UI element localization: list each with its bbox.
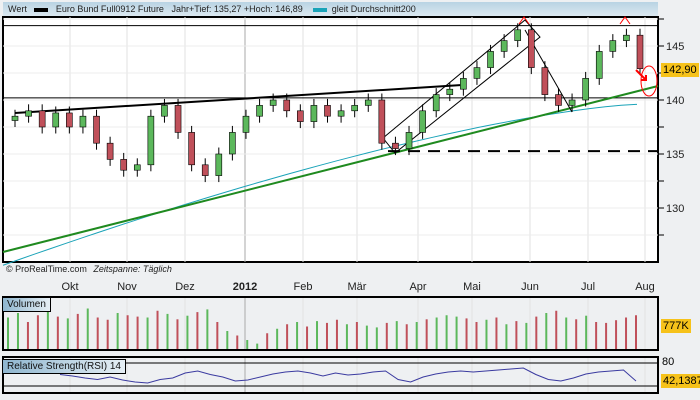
y-tick-label: 130 <box>666 203 684 215</box>
x-tick-label: Mai <box>463 281 481 293</box>
candle <box>93 115 100 144</box>
candle <box>636 34 644 69</box>
rsi-title: Relative Strength(RSI) 14 <box>2 359 126 374</box>
candle <box>269 99 277 106</box>
candle <box>595 51 603 79</box>
candle <box>582 78 589 101</box>
candle <box>609 40 617 52</box>
candle <box>473 67 481 79</box>
header-label: Wert <box>8 4 27 14</box>
candle <box>25 110 32 117</box>
resistance-line <box>14 84 463 114</box>
candle <box>528 29 535 68</box>
candle <box>38 110 46 128</box>
candle <box>351 105 358 112</box>
candle <box>229 132 236 155</box>
x-tick-label: Apr <box>409 281 426 293</box>
candle <box>147 115 155 166</box>
x-tick-label: Feb <box>294 281 313 293</box>
x-tick-label: Nov <box>117 281 137 293</box>
candle <box>201 164 209 176</box>
y-tick-label: 145 <box>666 41 684 53</box>
candle <box>324 105 331 117</box>
volume-title: Volumen <box>2 297 51 312</box>
instrument-name: Euro Bund Full0912 Future <box>55 4 164 14</box>
ma-swatch <box>313 7 328 12</box>
candle <box>487 51 494 68</box>
candle <box>188 132 195 166</box>
candle <box>106 142 114 160</box>
x-tick-label: Mär <box>348 281 367 293</box>
candle <box>623 34 630 41</box>
candle <box>337 110 345 117</box>
candle <box>11 115 19 121</box>
candle <box>405 132 413 149</box>
source-credit: © ProRealTime.com <box>6 264 87 274</box>
chart-header: Wert Euro Bund Full0912 Future Jahr+Tief… <box>3 2 658 16</box>
candle <box>419 110 426 133</box>
x-tick-label: Okt <box>61 281 78 293</box>
x-tick-label: Aug <box>635 281 655 293</box>
candle <box>460 78 467 90</box>
candle <box>242 115 250 133</box>
candle <box>174 105 182 133</box>
candle <box>133 164 141 171</box>
candle <box>161 105 168 117</box>
year-stats: Jahr+Tief: 135,27 +Hoch: 146,89 <box>171 4 303 14</box>
candle <box>66 112 73 128</box>
x-tick-label: Dez <box>175 281 195 293</box>
footer: © ProRealTime.com Zeitspanne: Täglich <box>6 264 172 274</box>
rsi-last-tag: 42,1387 <box>661 374 700 388</box>
rsi-line <box>59 367 637 384</box>
x-tick-label: Jun <box>521 281 539 293</box>
volume-last-tag: 777K <box>661 319 691 333</box>
candle <box>432 94 440 112</box>
arrow-icon <box>635 69 647 81</box>
candle <box>297 110 304 122</box>
last-price-tag: 142,90 <box>661 63 699 77</box>
x-tick-label: Jul <box>581 281 595 293</box>
candle <box>392 142 399 149</box>
period-label: Zeitspanne: Täglich <box>93 264 172 274</box>
volume-panel <box>2 296 659 351</box>
peak-marker <box>518 16 530 25</box>
candle <box>514 29 522 41</box>
candle <box>364 99 372 106</box>
candle <box>555 94 562 106</box>
candle <box>378 99 386 144</box>
ma-label: gleit Durchschnitt200 <box>331 4 416 14</box>
candle <box>215 153 223 176</box>
candle <box>79 115 87 128</box>
series-swatch <box>34 7 49 12</box>
price-panel <box>2 16 659 263</box>
rsi-panel <box>2 356 659 394</box>
candle <box>541 67 549 95</box>
x-tick-label: 2012 <box>233 281 257 293</box>
trend-line <box>2 85 659 253</box>
candle <box>283 99 291 112</box>
candle <box>310 105 318 122</box>
candle <box>500 40 508 52</box>
peak-marker <box>619 16 631 25</box>
channel <box>382 19 541 154</box>
y-tick-label: 140 <box>666 95 684 107</box>
y-tick-label: 135 <box>666 149 684 161</box>
candle <box>568 99 576 106</box>
rsi-upper-label: 80 <box>662 356 675 368</box>
candle <box>446 88 454 95</box>
candle <box>120 159 127 171</box>
candle <box>52 112 60 128</box>
candle <box>256 105 263 117</box>
